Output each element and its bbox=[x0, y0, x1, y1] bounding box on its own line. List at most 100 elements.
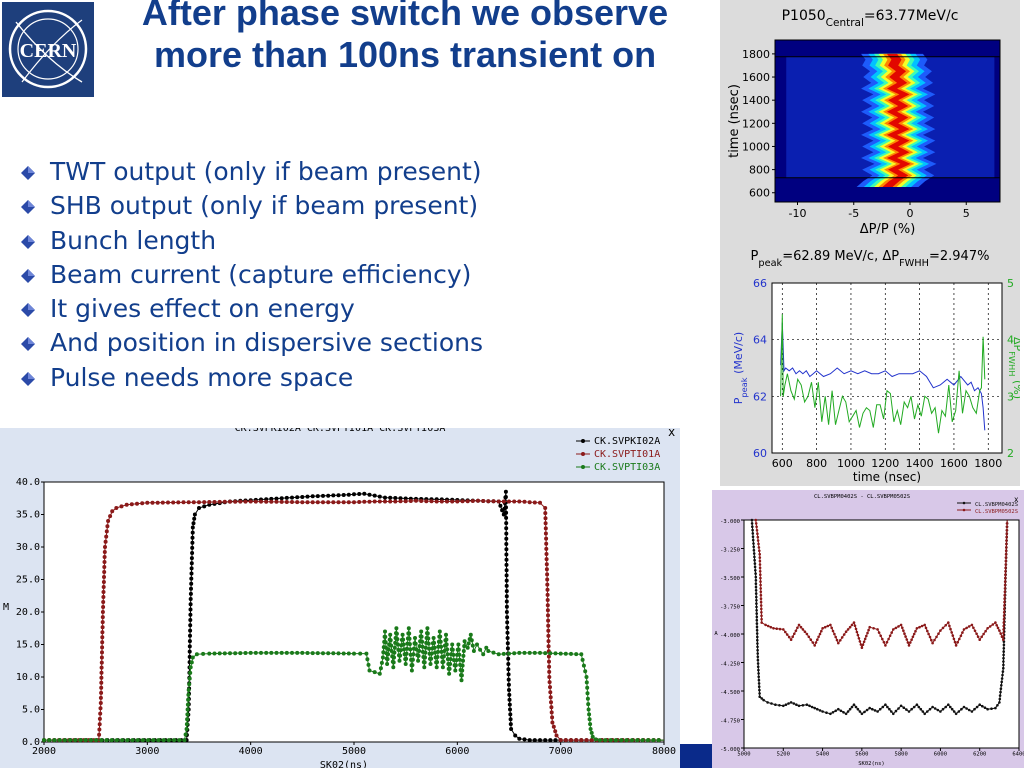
scope-data-point bbox=[377, 499, 382, 504]
scope-data-point bbox=[899, 704, 903, 708]
scope-x-tick-label: 5200 bbox=[777, 752, 790, 758]
scope-data-point bbox=[876, 710, 879, 713]
scope-data-point bbox=[799, 625, 803, 629]
scope-data-point bbox=[871, 707, 874, 711]
scope-data-point bbox=[453, 668, 458, 673]
scope-data-point bbox=[888, 707, 891, 711]
scope-data-point bbox=[588, 722, 593, 727]
scope-data-point bbox=[429, 656, 434, 661]
scope-data-point bbox=[754, 569, 757, 572]
scope-data-point bbox=[624, 738, 629, 743]
scope-data-point bbox=[865, 634, 868, 638]
scope-data-point bbox=[506, 672, 511, 677]
scope-data-point bbox=[820, 629, 823, 633]
peak-y2-tick-label: 3 bbox=[1007, 390, 1014, 403]
scope-data-point bbox=[457, 657, 462, 662]
scope-data-point bbox=[409, 668, 414, 673]
scope-data-point bbox=[129, 502, 134, 507]
scope-data-point bbox=[437, 629, 442, 634]
scope-data-point bbox=[505, 625, 510, 630]
scope-data-point bbox=[190, 655, 195, 660]
diamond-bullet-icon bbox=[21, 268, 35, 283]
scope-data-point bbox=[357, 500, 362, 504]
scope-data-point bbox=[795, 703, 798, 706]
scope-data-point bbox=[367, 492, 372, 497]
scope-data-point bbox=[928, 635, 932, 639]
scope-data-point bbox=[184, 722, 189, 727]
scope-data-point bbox=[395, 637, 400, 642]
scope-data-point bbox=[586, 707, 591, 712]
scope-data-point bbox=[509, 727, 514, 731]
scope-data-point bbox=[756, 652, 759, 655]
bullet-text: Beam current (capture efficiency) bbox=[50, 259, 472, 289]
scope-data-point bbox=[185, 702, 190, 707]
scope-data-point bbox=[445, 499, 449, 504]
scope-data-point bbox=[983, 706, 987, 709]
scope-data-point bbox=[949, 627, 952, 631]
scope-data-point bbox=[321, 493, 325, 498]
scope-data-point bbox=[857, 637, 861, 640]
scope-data-point bbox=[429, 651, 434, 656]
bullet-text: SHB output (only if beam present) bbox=[50, 191, 479, 221]
scope-data-point bbox=[549, 700, 553, 705]
scope-data-point bbox=[862, 640, 866, 644]
scope-data-point bbox=[185, 707, 190, 712]
scope-data-point bbox=[1001, 673, 1004, 677]
scope-data-point bbox=[907, 644, 911, 647]
scope-data-point bbox=[68, 738, 72, 743]
scope-data-point bbox=[504, 583, 509, 588]
scope-data-point bbox=[901, 626, 904, 630]
scope-data-point bbox=[228, 651, 232, 656]
scope-data-point bbox=[825, 711, 828, 714]
scope-data-point bbox=[991, 623, 995, 626]
bullet-item: And position in dispersive sections bbox=[20, 327, 483, 361]
scope-data-point bbox=[423, 650, 428, 655]
scope-data-point bbox=[881, 705, 885, 709]
scope-data-point bbox=[897, 707, 900, 710]
scope-data-point bbox=[507, 499, 511, 504]
scope-data-point bbox=[439, 644, 444, 649]
scope-data-point bbox=[465, 645, 470, 650]
scope-data-point bbox=[504, 578, 509, 583]
scope-data-point bbox=[750, 518, 754, 522]
scope-data-point bbox=[902, 706, 906, 709]
scope-data-point bbox=[956, 640, 959, 644]
scope-data-point bbox=[543, 651, 548, 656]
scope-data-point bbox=[341, 493, 346, 497]
scope-data-point bbox=[543, 531, 548, 536]
scope-data-point bbox=[752, 542, 755, 545]
scope-data-point bbox=[778, 627, 782, 631]
scope-data-point bbox=[772, 627, 775, 630]
heatmap-x-tick-label: 5 bbox=[963, 207, 970, 220]
scope-data-point bbox=[101, 595, 106, 599]
scope-data-point bbox=[101, 585, 106, 589]
scope-data-point bbox=[972, 626, 975, 630]
scope-x-tick-label: 7000 bbox=[549, 746, 573, 757]
scope-data-point bbox=[757, 668, 760, 672]
scope-data-point bbox=[99, 685, 104, 690]
scope-data-point bbox=[383, 495, 387, 500]
scope-data-point bbox=[481, 652, 486, 657]
scope-data-point bbox=[996, 704, 999, 707]
scope-data-point bbox=[558, 651, 563, 656]
scope-data-point bbox=[114, 506, 119, 510]
scope-data-point bbox=[894, 709, 898, 713]
peak-y-tick-label: 66 bbox=[753, 277, 767, 290]
scope-data-point bbox=[1001, 670, 1005, 673]
peak-x-tick-label: 1400 bbox=[906, 457, 934, 470]
scope-data-point bbox=[341, 500, 346, 505]
scope-data-point bbox=[517, 499, 522, 504]
scope-data-point bbox=[935, 635, 938, 639]
scope-data-point bbox=[546, 654, 551, 659]
scope-data-point bbox=[911, 635, 915, 639]
scope-data-point bbox=[532, 500, 537, 505]
scope-data-point bbox=[547, 669, 552, 674]
scope-data-point bbox=[160, 500, 165, 505]
scope-data-point bbox=[766, 624, 770, 628]
scope-data-point bbox=[543, 738, 548, 743]
scope-data-point bbox=[755, 622, 759, 625]
scope-data-point bbox=[300, 650, 305, 655]
scope-data-point bbox=[962, 705, 966, 709]
scope-data-point bbox=[185, 712, 190, 717]
scope-x-tick-label: 2000 bbox=[32, 746, 56, 757]
